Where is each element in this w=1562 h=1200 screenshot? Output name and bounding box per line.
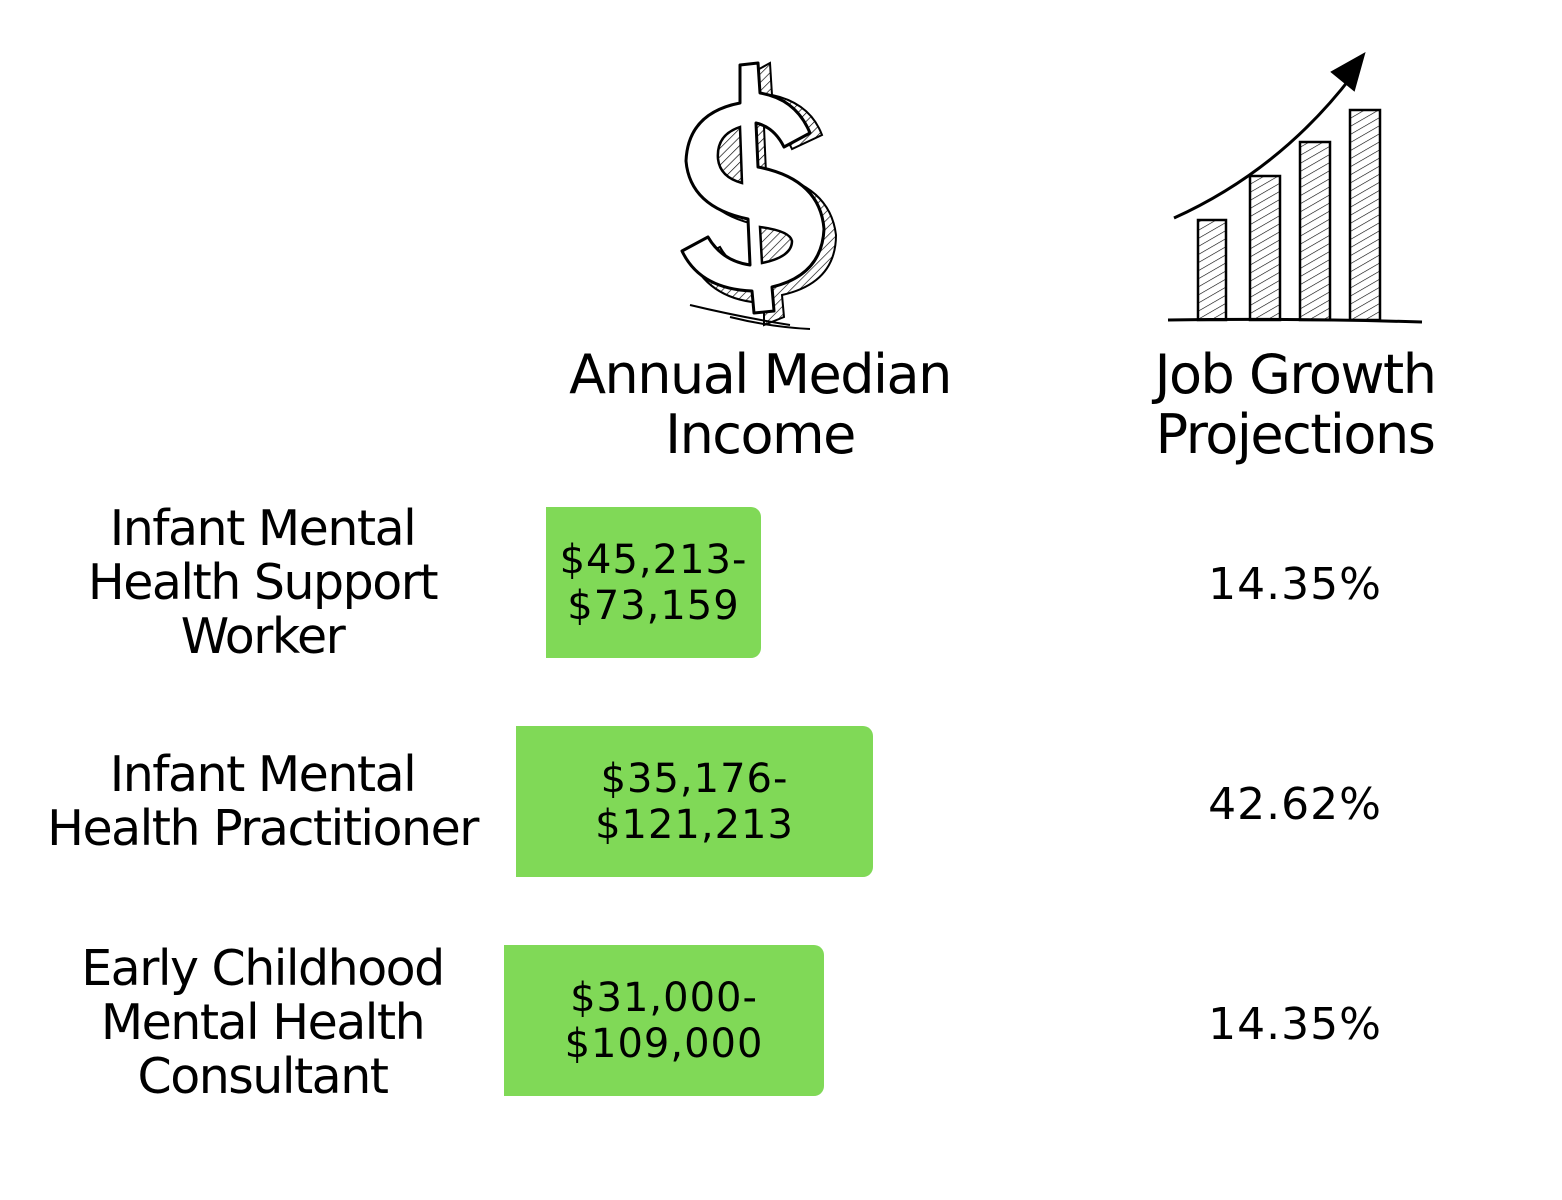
rising-bar-chart-icon <box>1167 51 1423 324</box>
income-range-box: $45,213- $73,159 <box>546 507 761 658</box>
income-range-high: $109,000 <box>564 1020 764 1067</box>
row-title-practitioner: Infant Mental Health Practitioner <box>20 748 505 856</box>
row-title-line: Infant Mental <box>109 746 417 803</box>
income-range-low: $35,176- <box>600 755 789 802</box>
growth-value: 14.35% <box>1208 559 1382 610</box>
row-title-support-worker: Infant Mental Health Support Worker <box>20 502 505 664</box>
dollar-sign-icon <box>680 61 838 330</box>
income-range-box: $31,000- $109,000 <box>504 945 824 1096</box>
growth-value: 42.62% <box>1208 779 1382 830</box>
income-range-high: $73,159 <box>567 582 740 629</box>
income-range-box: $35,176- $121,213 <box>516 726 873 877</box>
row-title-line: Health Support <box>87 554 439 611</box>
income-column-header: Annual Median Income <box>560 345 960 465</box>
growth-header-line-2: Projections <box>1155 403 1436 466</box>
row-title-line: Consultant <box>137 1048 389 1105</box>
row-title-line: Worker <box>180 608 346 665</box>
income-range-high: $121,213 <box>595 801 794 848</box>
growth-column-header: Job Growth Projections <box>1115 345 1475 465</box>
row-title-line: Mental Health <box>100 994 426 1051</box>
row-title-line: Early Childhood <box>81 940 445 997</box>
row-title-line: Infant Mental <box>109 500 417 557</box>
growth-header-line-1: Job Growth <box>1154 343 1437 406</box>
income-header-line-1: Annual Median <box>569 343 952 406</box>
row-title-consultant: Early Childhood Mental Health Consultant <box>20 942 505 1104</box>
income-range-low: $45,213- <box>559 536 748 583</box>
row-title-line: Health Practitioner <box>47 800 479 857</box>
income-range-low: $31,000- <box>570 974 758 1021</box>
income-header-line-2: Income <box>665 403 856 466</box>
growth-value: 14.35% <box>1208 999 1382 1050</box>
